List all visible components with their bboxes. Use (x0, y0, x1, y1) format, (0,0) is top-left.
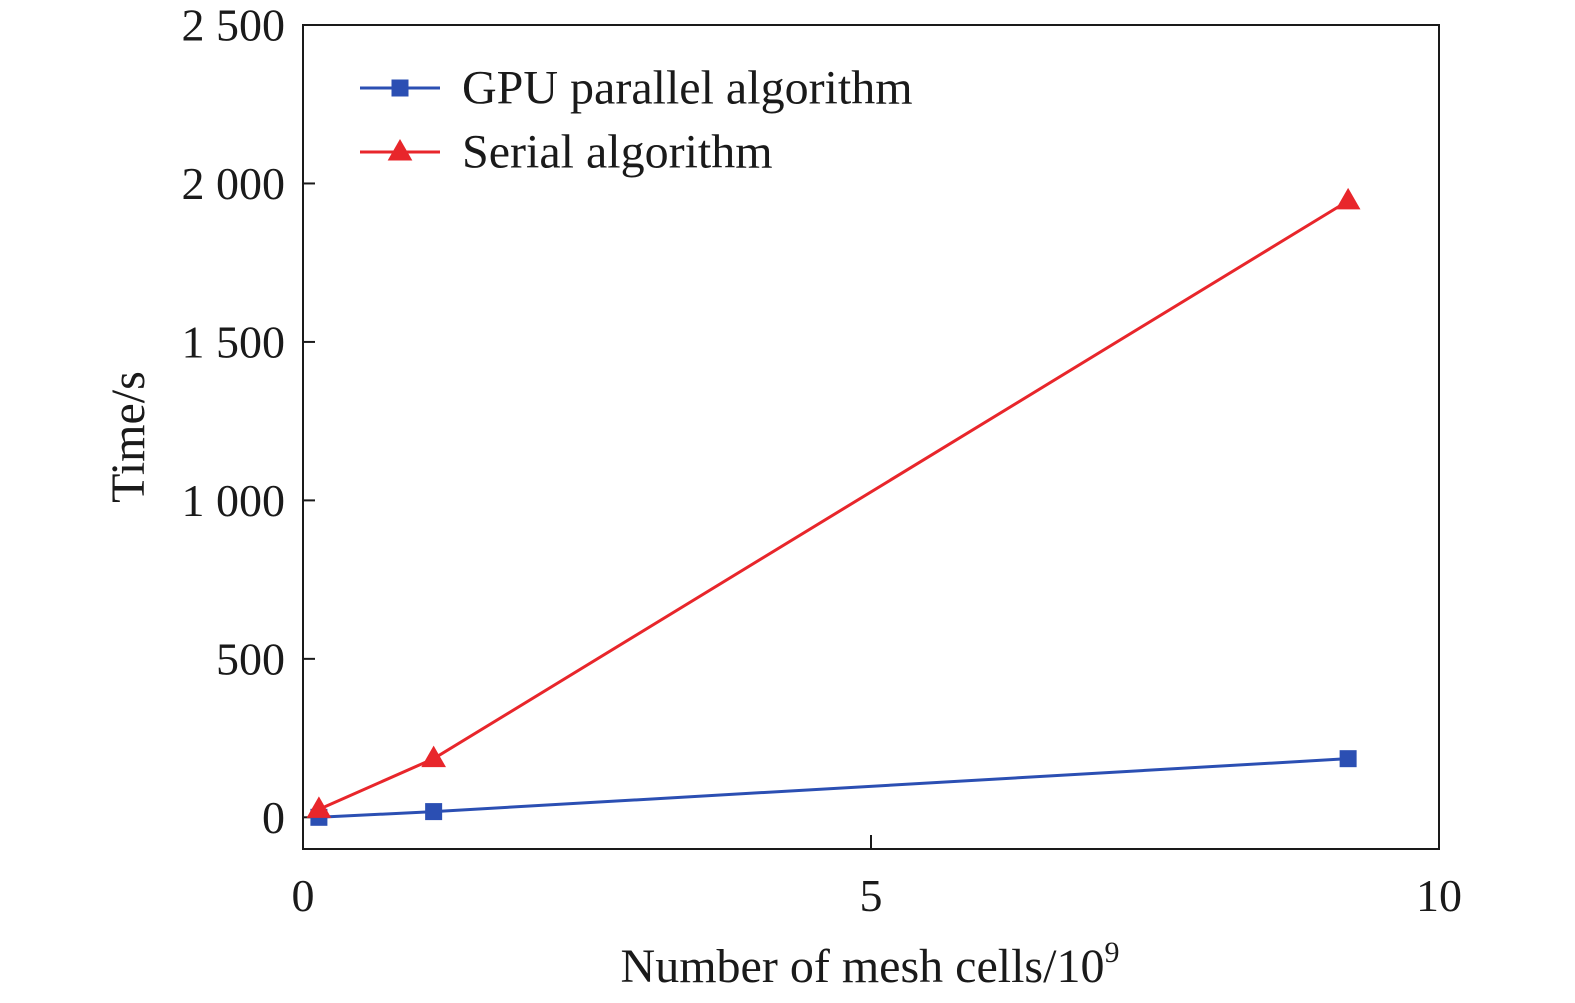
y-tick-label: 500 (216, 633, 285, 684)
data-point-square (1339, 750, 1357, 768)
y-axis-title: Time/s (102, 371, 155, 503)
x-axis-title: Number of mesh cells/109 (621, 936, 1120, 993)
series-line (318, 199, 1349, 811)
y-tick-label: 0 (262, 792, 285, 843)
y-tick-label: 2 000 (182, 158, 286, 209)
data-point-triangle (1335, 187, 1361, 210)
legend: GPU parallel algorithm Serial algorithm (360, 62, 913, 179)
legend-item: GPU parallel algorithm (360, 62, 913, 115)
legend-item: Serial algorithm (360, 126, 773, 179)
legend-label: Serial algorithm (462, 126, 773, 179)
y-axis-ticks: 0 500 1 000 1 500 2 000 2 500 (182, 0, 315, 843)
series-layer (306, 187, 1361, 826)
legend-swatch-marker (387, 139, 413, 161)
y-tick-label: 1 000 (182, 475, 286, 526)
x-axis-ticks: 0 5 10 (292, 835, 1462, 921)
series-line (318, 757, 1349, 819)
x-tick-label: 5 (860, 870, 883, 921)
x-axis-title-main: Number of mesh cells/10 (621, 940, 1105, 993)
legend-label: GPU parallel algorithm (462, 62, 913, 115)
legend-swatch-marker (391, 79, 409, 97)
y-tick-label: 2 500 (182, 0, 286, 51)
data-point-triangle (421, 745, 446, 768)
data-point-square (425, 803, 443, 821)
x-tick-label: 0 (292, 870, 315, 921)
x-axis-title-superscript: 9 (1104, 936, 1119, 969)
y-tick-label: 1 500 (182, 316, 286, 367)
series-gpu-parallel (310, 750, 1357, 826)
data-point-triangle (306, 796, 332, 818)
series-serial (306, 187, 1361, 818)
x-tick-label: 10 (1416, 870, 1462, 921)
